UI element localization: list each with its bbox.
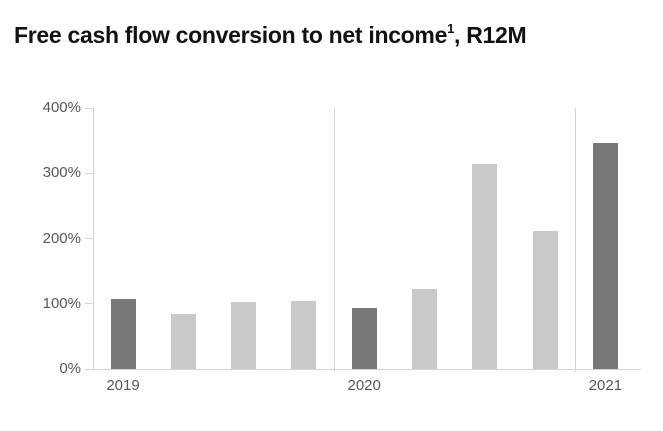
y-axis-tick-label: 200% [42,229,81,247]
y-axis-tick-label: 400% [42,99,81,116]
y-axis-tick-label: 0% [59,360,81,377]
y-axis-tick [85,303,93,305]
bar [351,307,377,369]
chart-title: Free cash flow conversion to net income1… [14,21,527,49]
y-axis-tick [85,238,93,239]
year-group-divider [333,108,335,372]
y-axis-tick [85,368,93,370]
chart-title-footnote-marker: 1 [447,21,455,37]
bar [291,300,317,369]
bar [592,143,618,369]
x-axis-tick-label: 2019 [106,377,140,394]
y-axis-tick [85,107,93,109]
y-axis-tick [85,172,93,174]
bar [472,164,498,369]
year-group-divider [574,108,576,372]
x-axis-tick-label: 2021 [588,377,623,394]
bar [170,313,196,369]
chart-title-text: Free cash flow conversion to net income [14,22,448,48]
plot-area: 0% 100% 200% 300% 400% 2019 2020 2021 [43,99,641,394]
bar [231,301,257,369]
chart-title-suffix: , R12M [454,22,527,48]
bar [532,230,558,369]
y-axis-tick-label: 300% [42,164,81,182]
bar [412,289,437,369]
y-axis-tick-label: 100% [42,294,81,312]
x-axis-tick-label: 2020 [347,377,381,394]
bar [110,298,136,369]
